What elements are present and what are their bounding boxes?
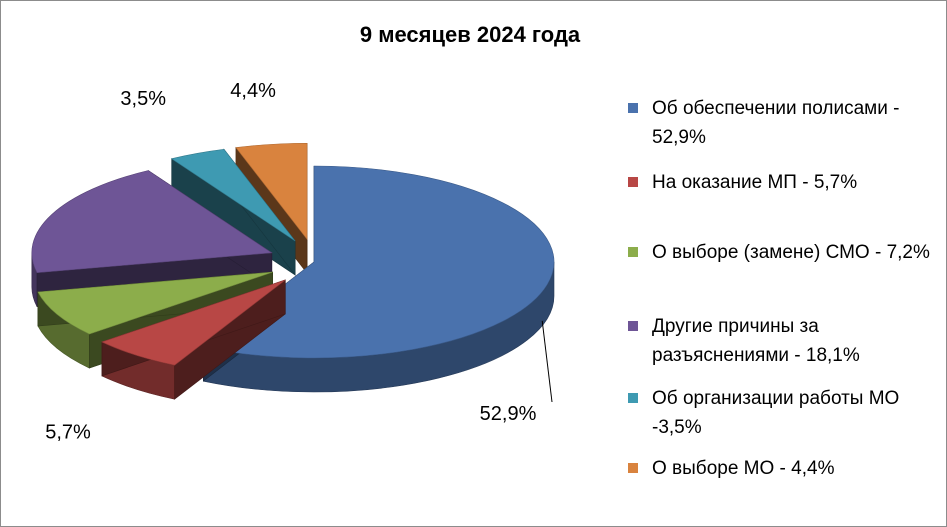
legend-label: О выборе (замене) СМО - 7,2% <box>652 242 930 263</box>
data-label-1: 52,9% <box>480 403 537 425</box>
legend-swatch <box>628 463 638 473</box>
legend-swatch <box>628 103 638 113</box>
legend-swatch <box>628 393 638 403</box>
legend-label: На оказание МП - 5,7% <box>652 172 858 193</box>
legend-label: О выборе МО - 4,4% <box>652 458 835 479</box>
pie-slice-2 <box>101 279 286 400</box>
legend-swatch <box>628 321 638 331</box>
legend-swatch <box>628 177 638 187</box>
legend-label: Другие причины за разъяснениями - 18,1% <box>652 316 860 366</box>
pie-slice-5 <box>170 148 296 276</box>
data-label-6: 4,4% <box>230 80 276 102</box>
chart-title: 9 месяцев 2024 года <box>359 22 581 47</box>
slices-layer <box>31 142 555 400</box>
data-label-5: 3,5% <box>120 88 166 110</box>
data-label-2: 5,7% <box>45 422 91 444</box>
legend-swatch <box>628 247 638 257</box>
leader-line <box>541 320 553 403</box>
legend-label: Об организации работы МО -3,5% <box>652 388 900 438</box>
labels-layer: 52,9%5,7%7,2%18,1%3,5%4,4% <box>45 80 553 444</box>
legend-label: Об обеспечении полисами - 52,9% <box>652 98 900 148</box>
